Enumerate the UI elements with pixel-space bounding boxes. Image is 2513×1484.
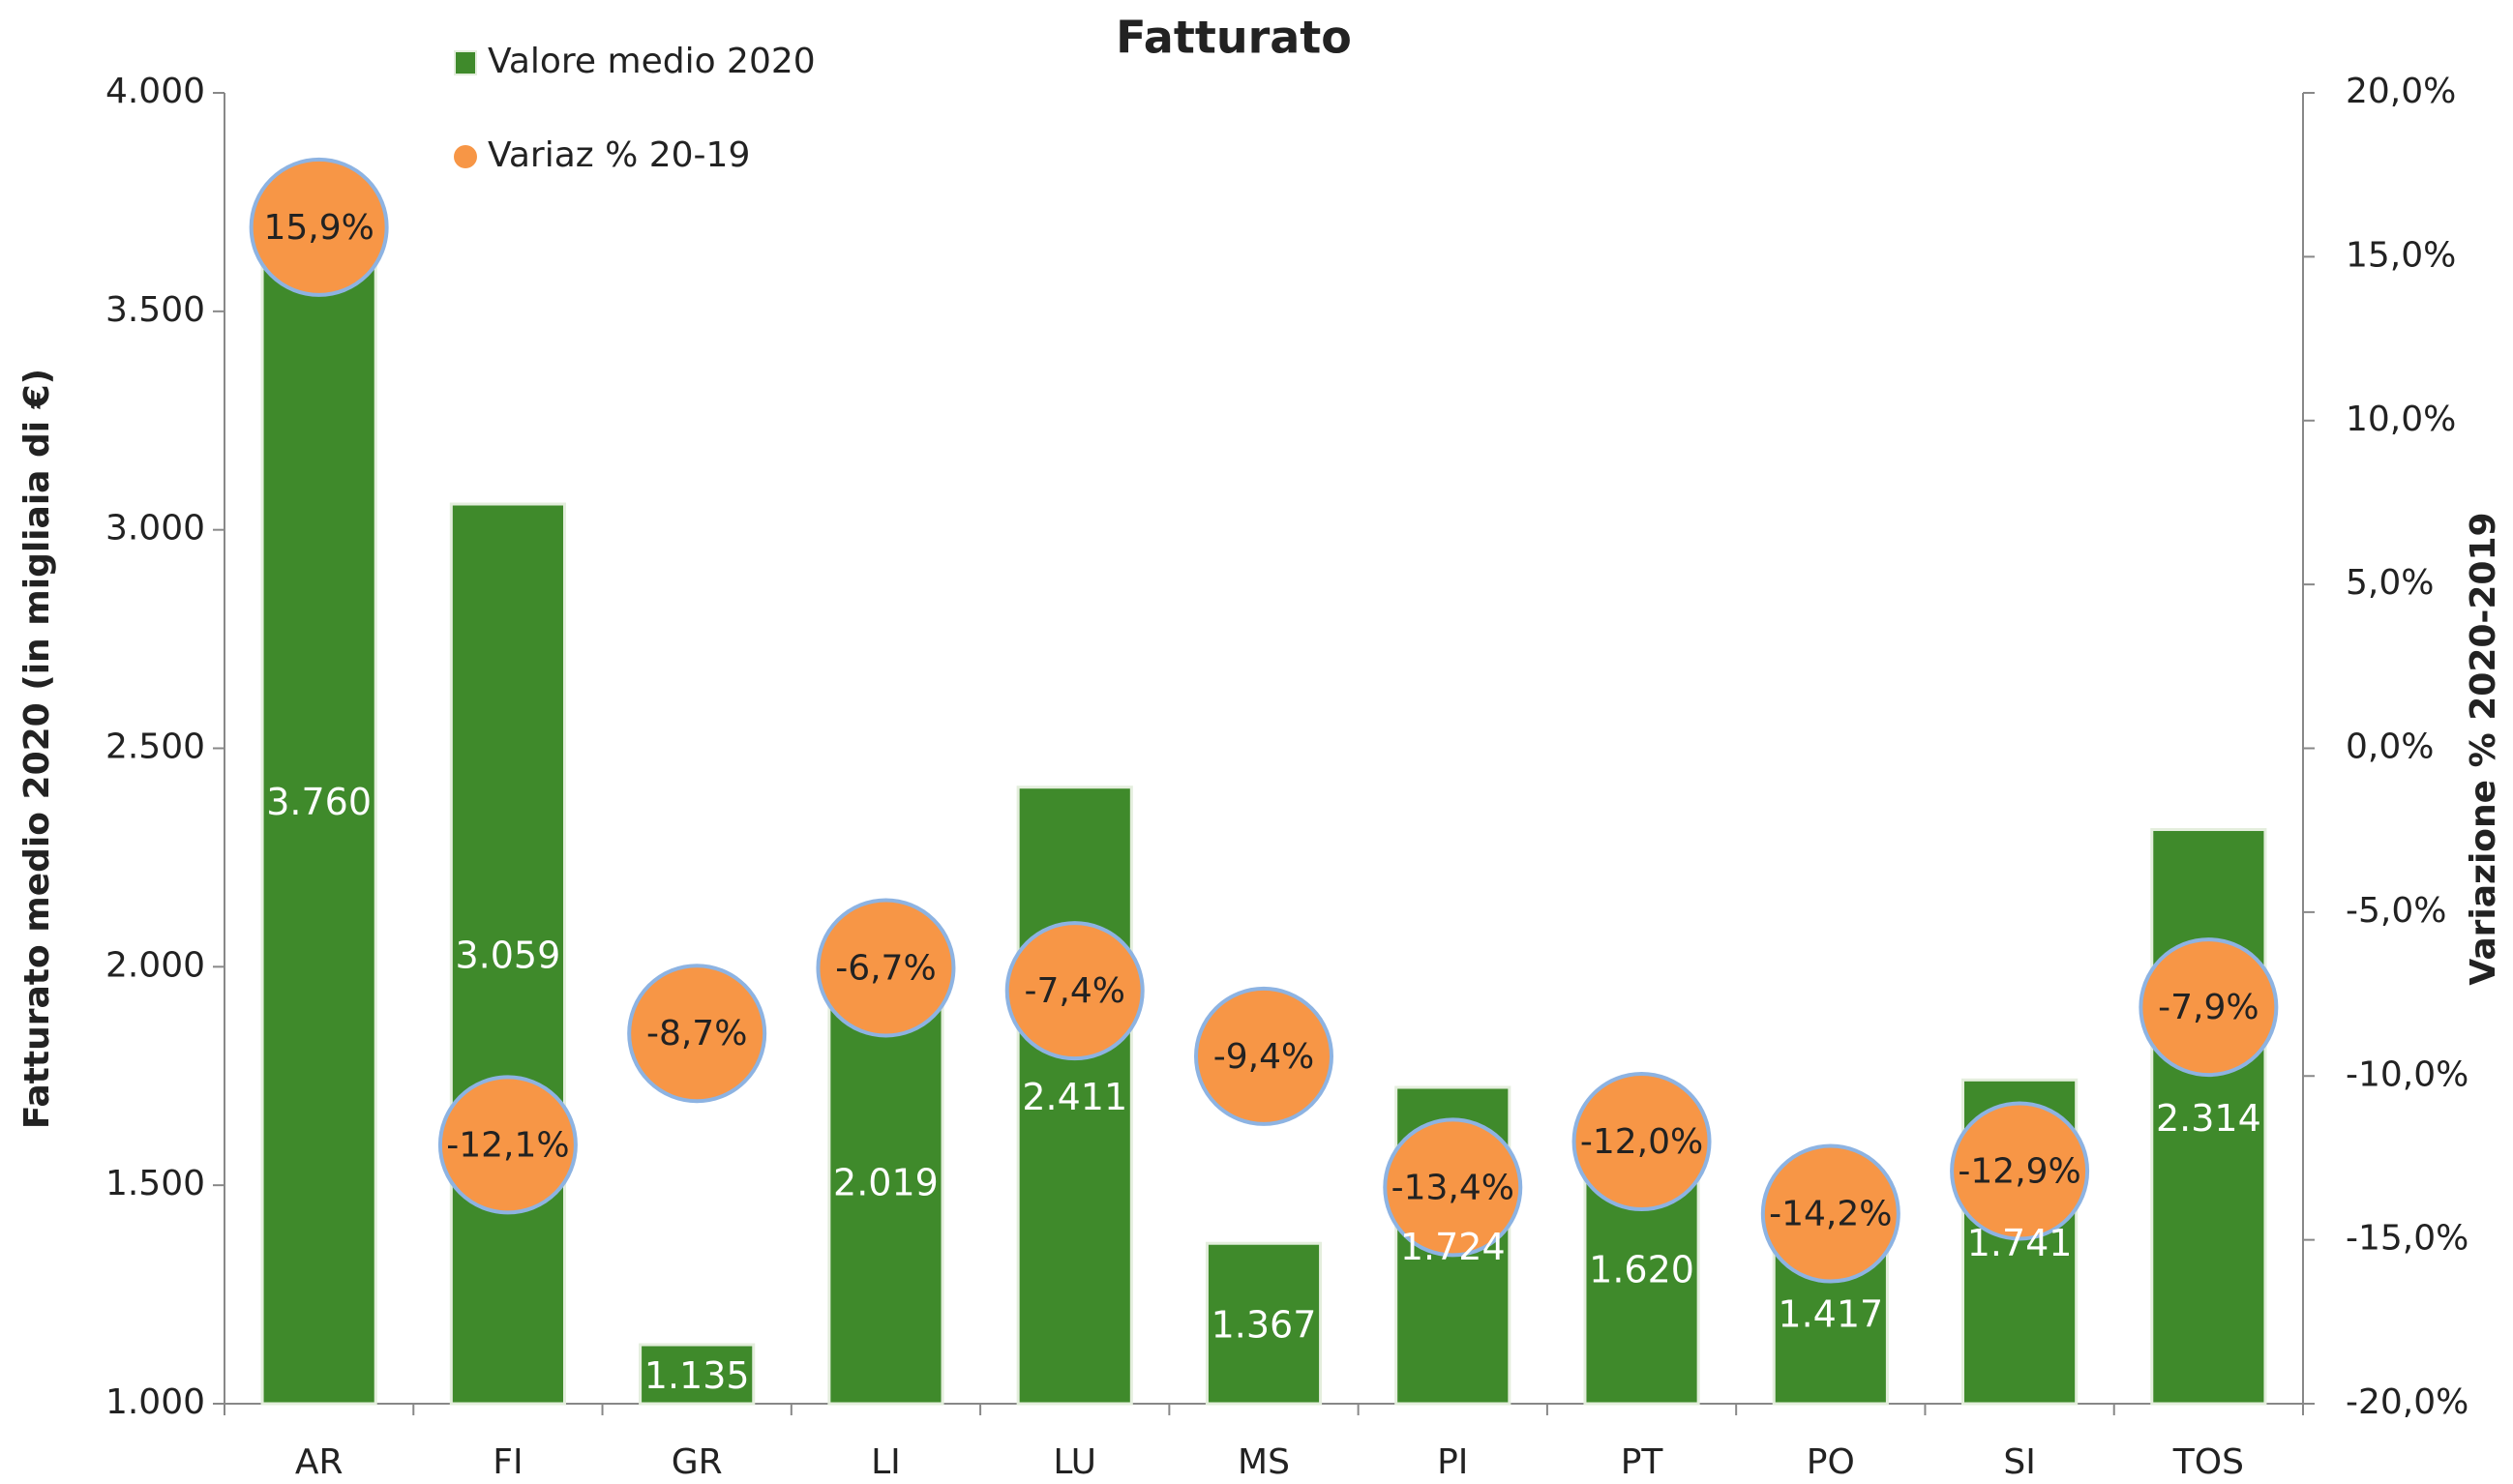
x-tick-label: TOS (2172, 1442, 2244, 1482)
legend-label: Variaz % 20-19 (488, 135, 750, 175)
point (1571, 1072, 1712, 1211)
bar (1016, 786, 1133, 1406)
point-value-label: -12,1% (446, 1125, 569, 1165)
point (1950, 1101, 2090, 1241)
point-value-label: -7,4% (1025, 971, 1125, 1011)
x-tick-label: LI (871, 1442, 901, 1482)
bar-value-label: 1.135 (644, 1354, 750, 1397)
point (1194, 986, 1333, 1126)
bar-value-label: 3.760 (266, 781, 372, 823)
point-value-label: -9,4% (1213, 1037, 1314, 1077)
point (2139, 937, 2279, 1078)
bar-value-label: 2.314 (2156, 1097, 2261, 1140)
point-value-label: 15,9% (263, 208, 374, 248)
bar-value-label: 2.019 (833, 1161, 939, 1203)
point-value-label: -12,9% (1958, 1151, 2080, 1191)
legend-label: Valore medio 2020 (488, 42, 816, 81)
point (816, 898, 956, 1038)
x-tick-label: PO (1807, 1442, 1855, 1482)
bar-value-label: 1.367 (1212, 1304, 1317, 1347)
bar-value-label: 1.620 (1589, 1248, 1694, 1291)
y2-tick-label: 20,0% (2346, 72, 2456, 111)
point (1383, 1117, 1523, 1258)
point-value-label: -12,0% (1580, 1122, 1703, 1162)
legend-swatch (454, 145, 477, 168)
x-tick-label: FI (493, 1442, 523, 1482)
x-tick-label: AR (295, 1442, 344, 1482)
point-value-label: -7,9% (2158, 988, 2259, 1027)
y2-tick-label: 0,0% (2346, 727, 2434, 767)
point (1760, 1143, 1900, 1284)
y-axis-title: Fatturato medio 2020 (in migliaia di €) (17, 369, 57, 1129)
y-tick-label: 1.000 (105, 1382, 205, 1422)
y2-tick-label: 15,0% (2346, 235, 2456, 275)
bar-value-label: 3.059 (456, 935, 561, 977)
x-tick-label: MS (1238, 1442, 1290, 1482)
point-value-label: -8,7% (646, 1014, 747, 1054)
y-tick-label: 2.000 (105, 945, 205, 985)
y2-tick-label: -10,0% (2346, 1054, 2468, 1094)
y-tick-label: 3.500 (105, 290, 205, 330)
bar (639, 1343, 756, 1406)
point (627, 964, 767, 1104)
bar (1205, 1241, 1323, 1406)
chart-title: Fatturato (1116, 12, 1352, 64)
y-tick-label: 2.500 (105, 727, 205, 767)
y2-tick-label: -15,0% (2346, 1219, 2468, 1259)
y-tick-label: 3.000 (105, 509, 205, 549)
bar (260, 195, 377, 1406)
y2-tick-label: -5,0% (2346, 891, 2446, 931)
point-value-label: -6,7% (835, 948, 936, 988)
x-tick-label: LU (1053, 1442, 1096, 1482)
point (437, 1075, 578, 1215)
x-tick-label: PT (1621, 1442, 1664, 1482)
y2-tick-label: 5,0% (2346, 563, 2434, 603)
x-tick-label: GR (672, 1442, 723, 1482)
legend-swatch (454, 50, 477, 75)
x-tick-label: SI (2003, 1442, 2035, 1482)
y2-axis-title: Variazione % 2020-2019 (2464, 512, 2503, 985)
bar-value-label: 1.417 (1778, 1292, 1883, 1335)
y2-tick-label: 10,0% (2346, 400, 2456, 439)
bar-value-label: 2.411 (1022, 1076, 1127, 1118)
bar (2150, 828, 2267, 1406)
y2-tick-label: -20,0% (2346, 1382, 2468, 1422)
point (1004, 921, 1145, 1061)
point-value-label: -14,2% (1769, 1195, 1892, 1234)
y-tick-label: 4.000 (105, 72, 205, 111)
bar-value-label: 1.724 (1400, 1226, 1506, 1268)
point-value-label: -13,4% (1391, 1168, 1514, 1207)
x-tick-label: PI (1437, 1442, 1468, 1482)
point (249, 157, 389, 297)
y-tick-label: 1.500 (105, 1164, 205, 1203)
bar (449, 502, 566, 1406)
bar-value-label: 1.741 (1967, 1222, 2073, 1264)
